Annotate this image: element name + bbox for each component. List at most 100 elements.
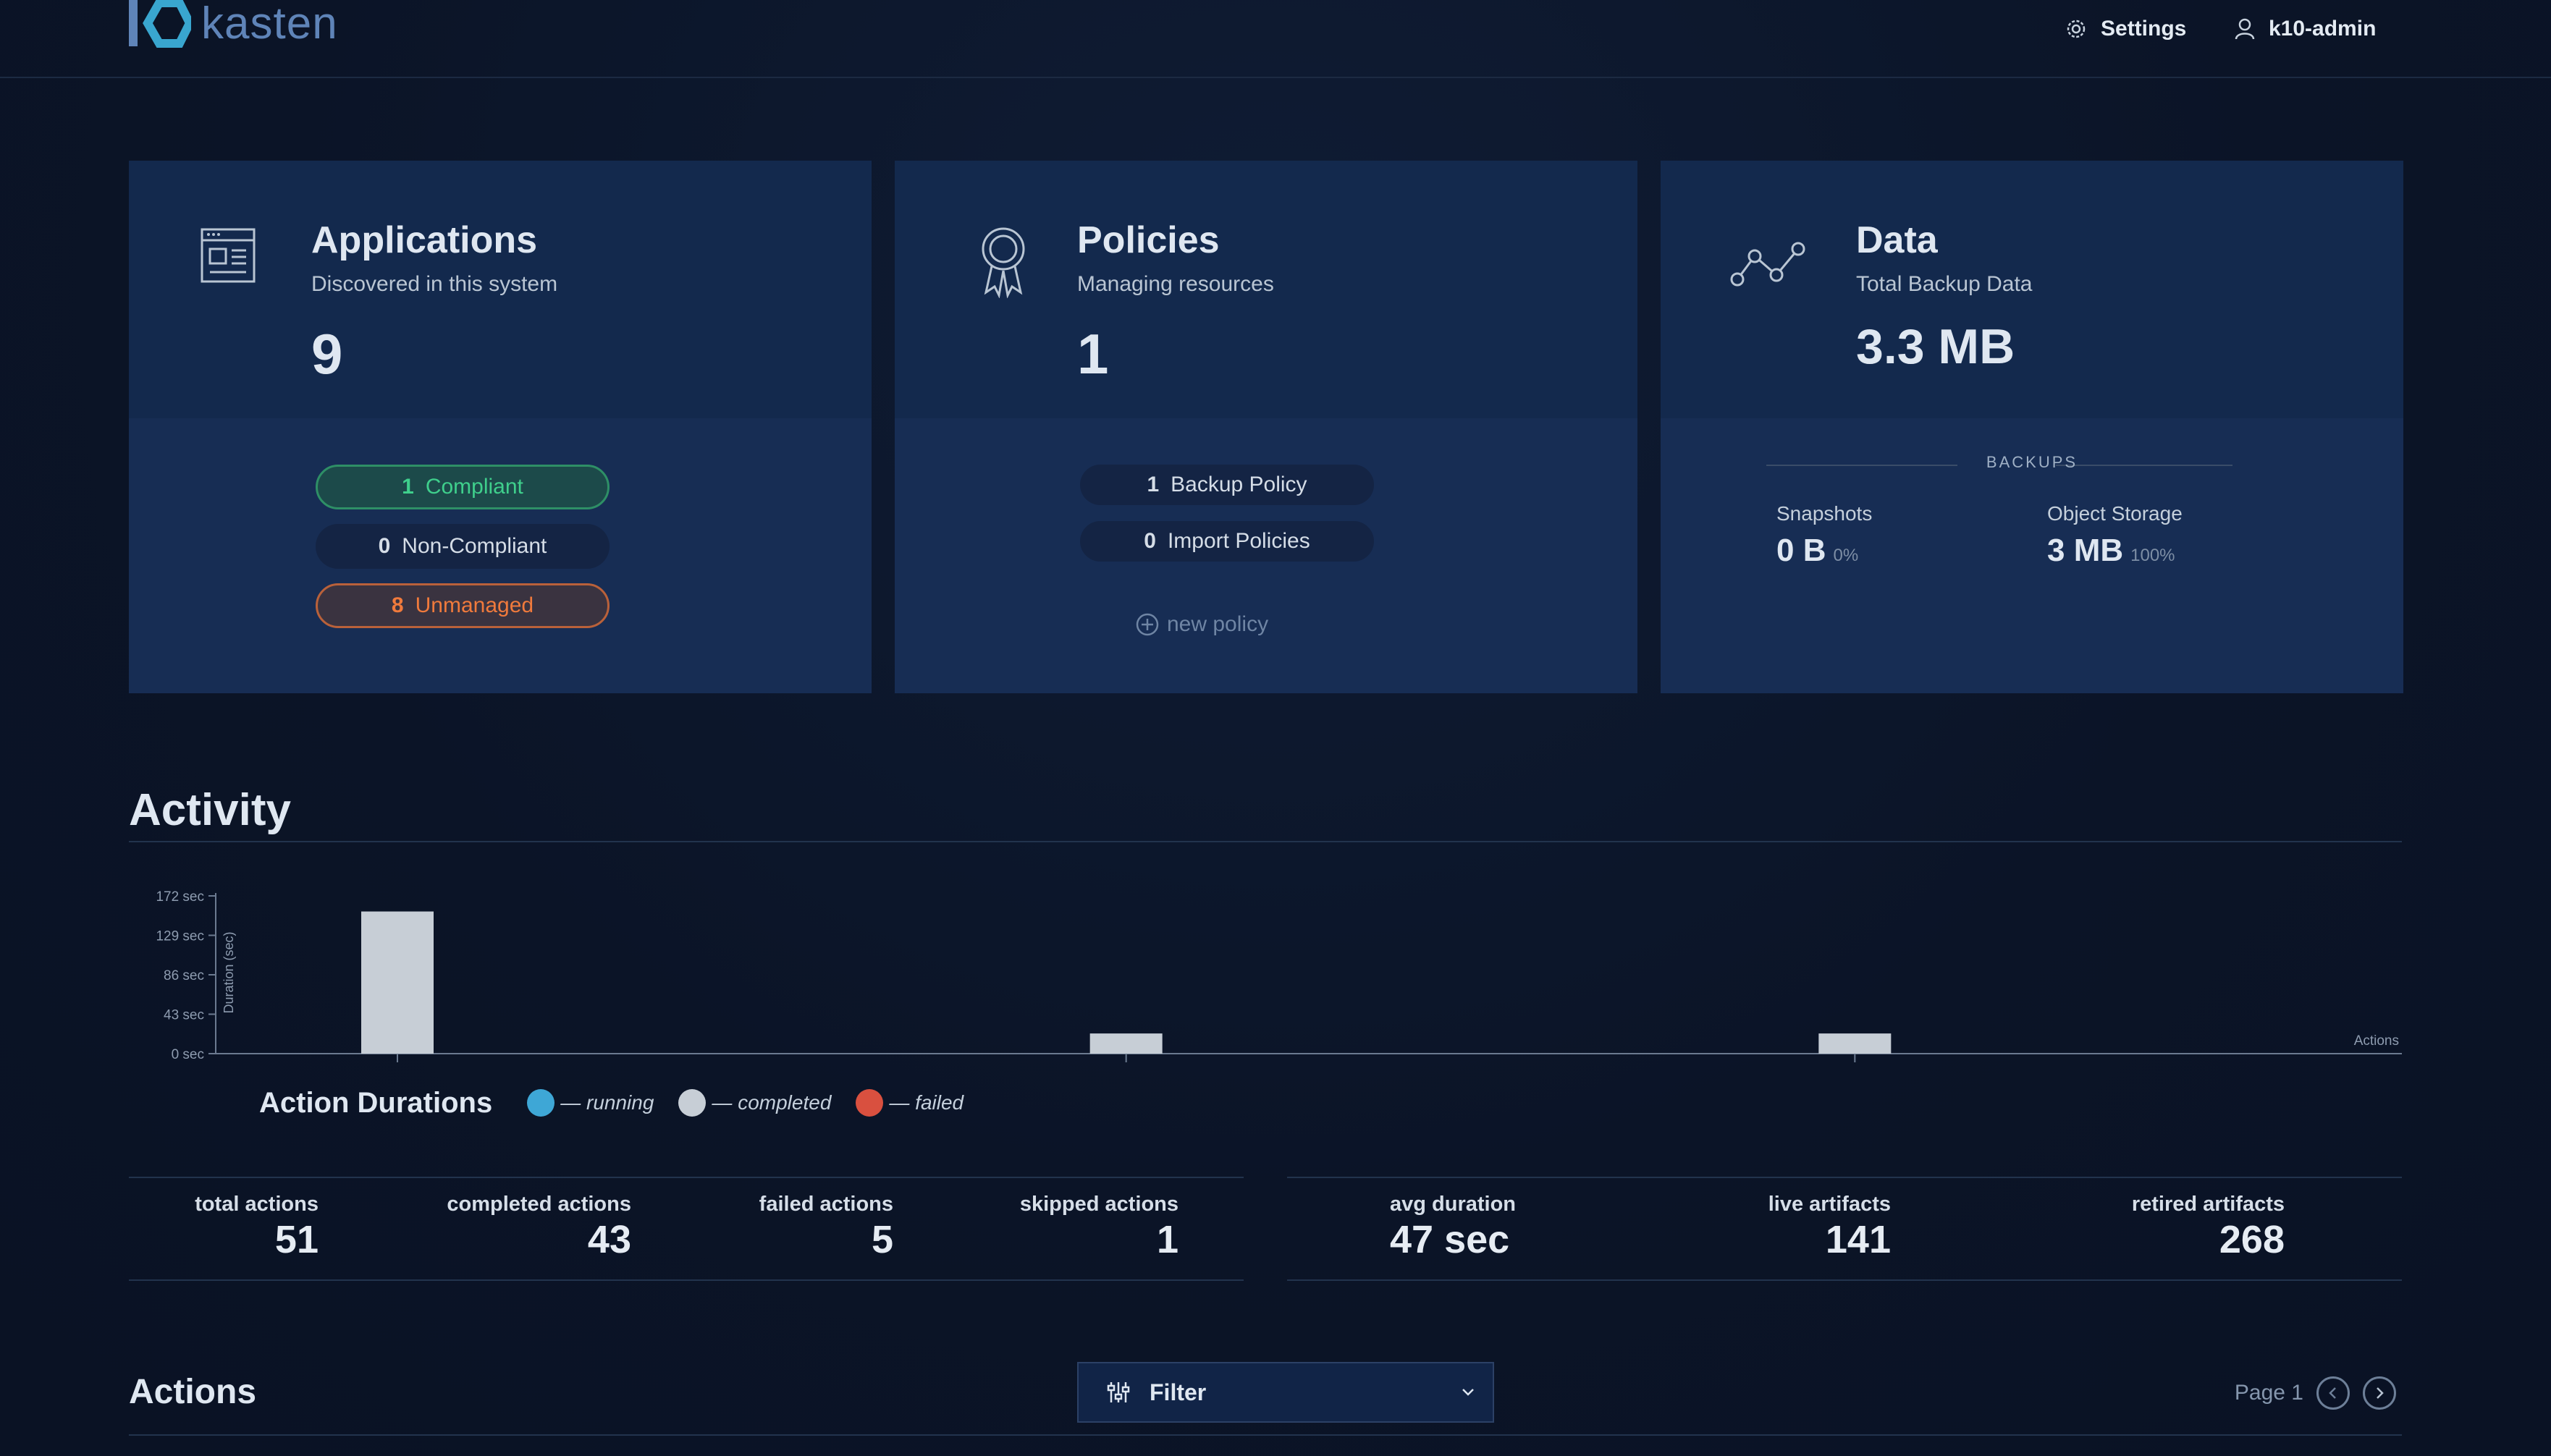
applications-subtitle: Discovered in this system — [311, 272, 558, 296]
line-graph-icon — [1730, 242, 1805, 287]
action-durations-chart: 0 sec 43 sec 86 sec 129 sec 172 sec Duration … — [156, 889, 2402, 1062]
y-tick-label: 172 sec — [156, 889, 204, 905]
metric-label: live artifacts — [1768, 1193, 1891, 1216]
applications-title: Applications — [311, 219, 538, 261]
y-axis-label: Duration (sec) — [222, 931, 236, 1013]
metric-failed-actions: failed actions 5 — [738, 1193, 893, 1263]
sliders-icon — [1107, 1382, 1130, 1402]
settings-label: Settings — [2101, 17, 2187, 41]
top-header: kasten Settings k10-admin — [0, 0, 2551, 78]
new-policy-label: new policy — [1167, 612, 1269, 636]
backup-policy-count: 1 — [1147, 473, 1160, 496]
policies-subtitle: Managing resources — [1077, 272, 1274, 296]
metric-value: 5 — [871, 1218, 893, 1261]
activity-title: Activity — [129, 785, 291, 835]
data-card[interactable]: Data Total Backup Data 3.3 MB BACKUPS Sn… — [1661, 161, 2403, 693]
non-compliant-label: Non-Compliant — [402, 534, 547, 558]
metrics-right-bottom-rule — [1287, 1279, 2402, 1281]
legend-title: Action Durations — [259, 1086, 493, 1119]
chart-legend: Action Durations — running — completed —… — [259, 1083, 988, 1123]
unmanaged-label: Unmanaged — [415, 593, 534, 617]
legend-completed-label: — completed — [712, 1091, 832, 1114]
chevron-left-icon — [2329, 1387, 2336, 1399]
plus-circle-icon — [1136, 613, 1159, 636]
metrics-left-bottom-rule — [129, 1279, 1244, 1281]
backup-policy-pill[interactable]: 1 Backup Policy — [1080, 465, 1374, 505]
y-tick-label: 0 sec — [172, 1047, 204, 1062]
object-storage-stat: 3 MB 100% — [2047, 533, 2175, 569]
metric-live-artifacts: live artifacts 141 — [1737, 1193, 1891, 1263]
chart-bar — [361, 911, 434, 1054]
metric-value: 47 sec — [1390, 1218, 1510, 1261]
compliant-pill[interactable]: 1 Compliant — [316, 465, 610, 509]
metric-completed-actions: completed actions 43 — [434, 1193, 631, 1263]
legend-item-failed: — failed — [856, 1089, 964, 1117]
policies-card-summary — [895, 161, 1637, 418]
kasten-logo[interactable]: kasten — [127, 0, 338, 52]
applications-card-summary — [129, 161, 872, 418]
data-card-details — [1661, 418, 2403, 693]
applications-count: 9 — [311, 322, 343, 386]
non-compliant-pill[interactable]: 0 Non-Compliant — [316, 524, 610, 569]
metrics-left-top-rule — [129, 1177, 1244, 1178]
metric-value: 51 — [274, 1218, 319, 1261]
actions-rule — [129, 1434, 2402, 1436]
compliant-count: 1 — [402, 475, 414, 499]
compliant-label: Compliant — [425, 475, 523, 499]
y-tick-label: 43 sec — [164, 1008, 204, 1023]
metric-value: 43 — [587, 1218, 631, 1261]
metric-skipped-actions: skipped actions 1 — [999, 1193, 1178, 1263]
metric-avg-duration: avg duration 47 sec — [1390, 1193, 1532, 1263]
snapshots-label: Snapshots — [1776, 502, 1873, 525]
object-storage-percent: 100% — [2130, 546, 2175, 565]
settings-link[interactable]: Settings — [2065, 13, 2186, 45]
filter-label: Filter — [1150, 1379, 1207, 1405]
import-policies-pill[interactable]: 0 Import Policies — [1080, 521, 1374, 562]
snapshots-stat: 0 B 0% — [1776, 533, 1858, 569]
metric-value: 268 — [2219, 1218, 2285, 1261]
brand-name: kasten — [201, 0, 338, 48]
kasten-logo-icon — [129, 0, 191, 48]
data-card-summary — [1661, 161, 2403, 418]
policies-count: 1 — [1077, 322, 1109, 386]
failed-dot-icon — [856, 1089, 884, 1117]
gear-icon — [2067, 20, 2086, 38]
pagination: Page 1 — [2235, 1376, 2396, 1410]
metric-label: total actions — [195, 1193, 319, 1216]
unmanaged-count: 8 — [391, 593, 404, 617]
non-compliant-count: 0 — [378, 534, 391, 558]
data-subtitle: Total Backup Data — [1856, 272, 2033, 296]
metric-total-actions: total actions 51 — [174, 1193, 319, 1263]
completed-dot-icon — [678, 1089, 707, 1117]
backups-divider-right — [2056, 465, 2232, 466]
activity-rule — [129, 841, 2402, 842]
metric-label: failed actions — [759, 1193, 893, 1216]
user-icon — [2235, 18, 2255, 40]
object-storage-value: 3 MB — [2047, 533, 2124, 568]
import-policies-count: 0 — [1144, 529, 1156, 553]
award-ribbon-icon — [982, 227, 1025, 298]
metric-label: skipped actions — [1019, 1193, 1178, 1216]
legend-running-label: — running — [560, 1091, 654, 1114]
policies-card[interactable]: Policies Managing resources 1 1 Backup P… — [895, 161, 1637, 693]
metric-value: 1 — [1156, 1218, 1178, 1261]
snapshots-value: 0 B — [1776, 533, 1826, 568]
legend-item-completed: — completed — [678, 1089, 831, 1117]
new-policy-button[interactable]: new policy — [1135, 612, 1268, 637]
y-tick-label: 86 sec — [164, 968, 204, 983]
prev-page-button[interactable] — [2316, 1376, 2350, 1410]
user-menu[interactable]: k10-admin — [2234, 13, 2376, 45]
metrics-right-top-rule — [1287, 1177, 2402, 1178]
next-page-button[interactable] — [2363, 1376, 2396, 1410]
applications-card[interactable]: Applications Discovered in this system 9… — [129, 161, 872, 693]
backups-divider-left — [1766, 465, 1957, 466]
filter-dropdown[interactable]: Filter — [1077, 1362, 1494, 1423]
policies-title: Policies — [1077, 219, 1220, 261]
chevron-down-icon — [1462, 1389, 1474, 1396]
unmanaged-pill[interactable]: 8 Unmanaged — [316, 583, 610, 628]
object-storage-label: Object Storage — [2047, 502, 2183, 525]
legend-item-running: — running — [527, 1089, 654, 1117]
chart-bar — [1818, 1033, 1892, 1054]
running-dot-icon — [527, 1089, 555, 1117]
